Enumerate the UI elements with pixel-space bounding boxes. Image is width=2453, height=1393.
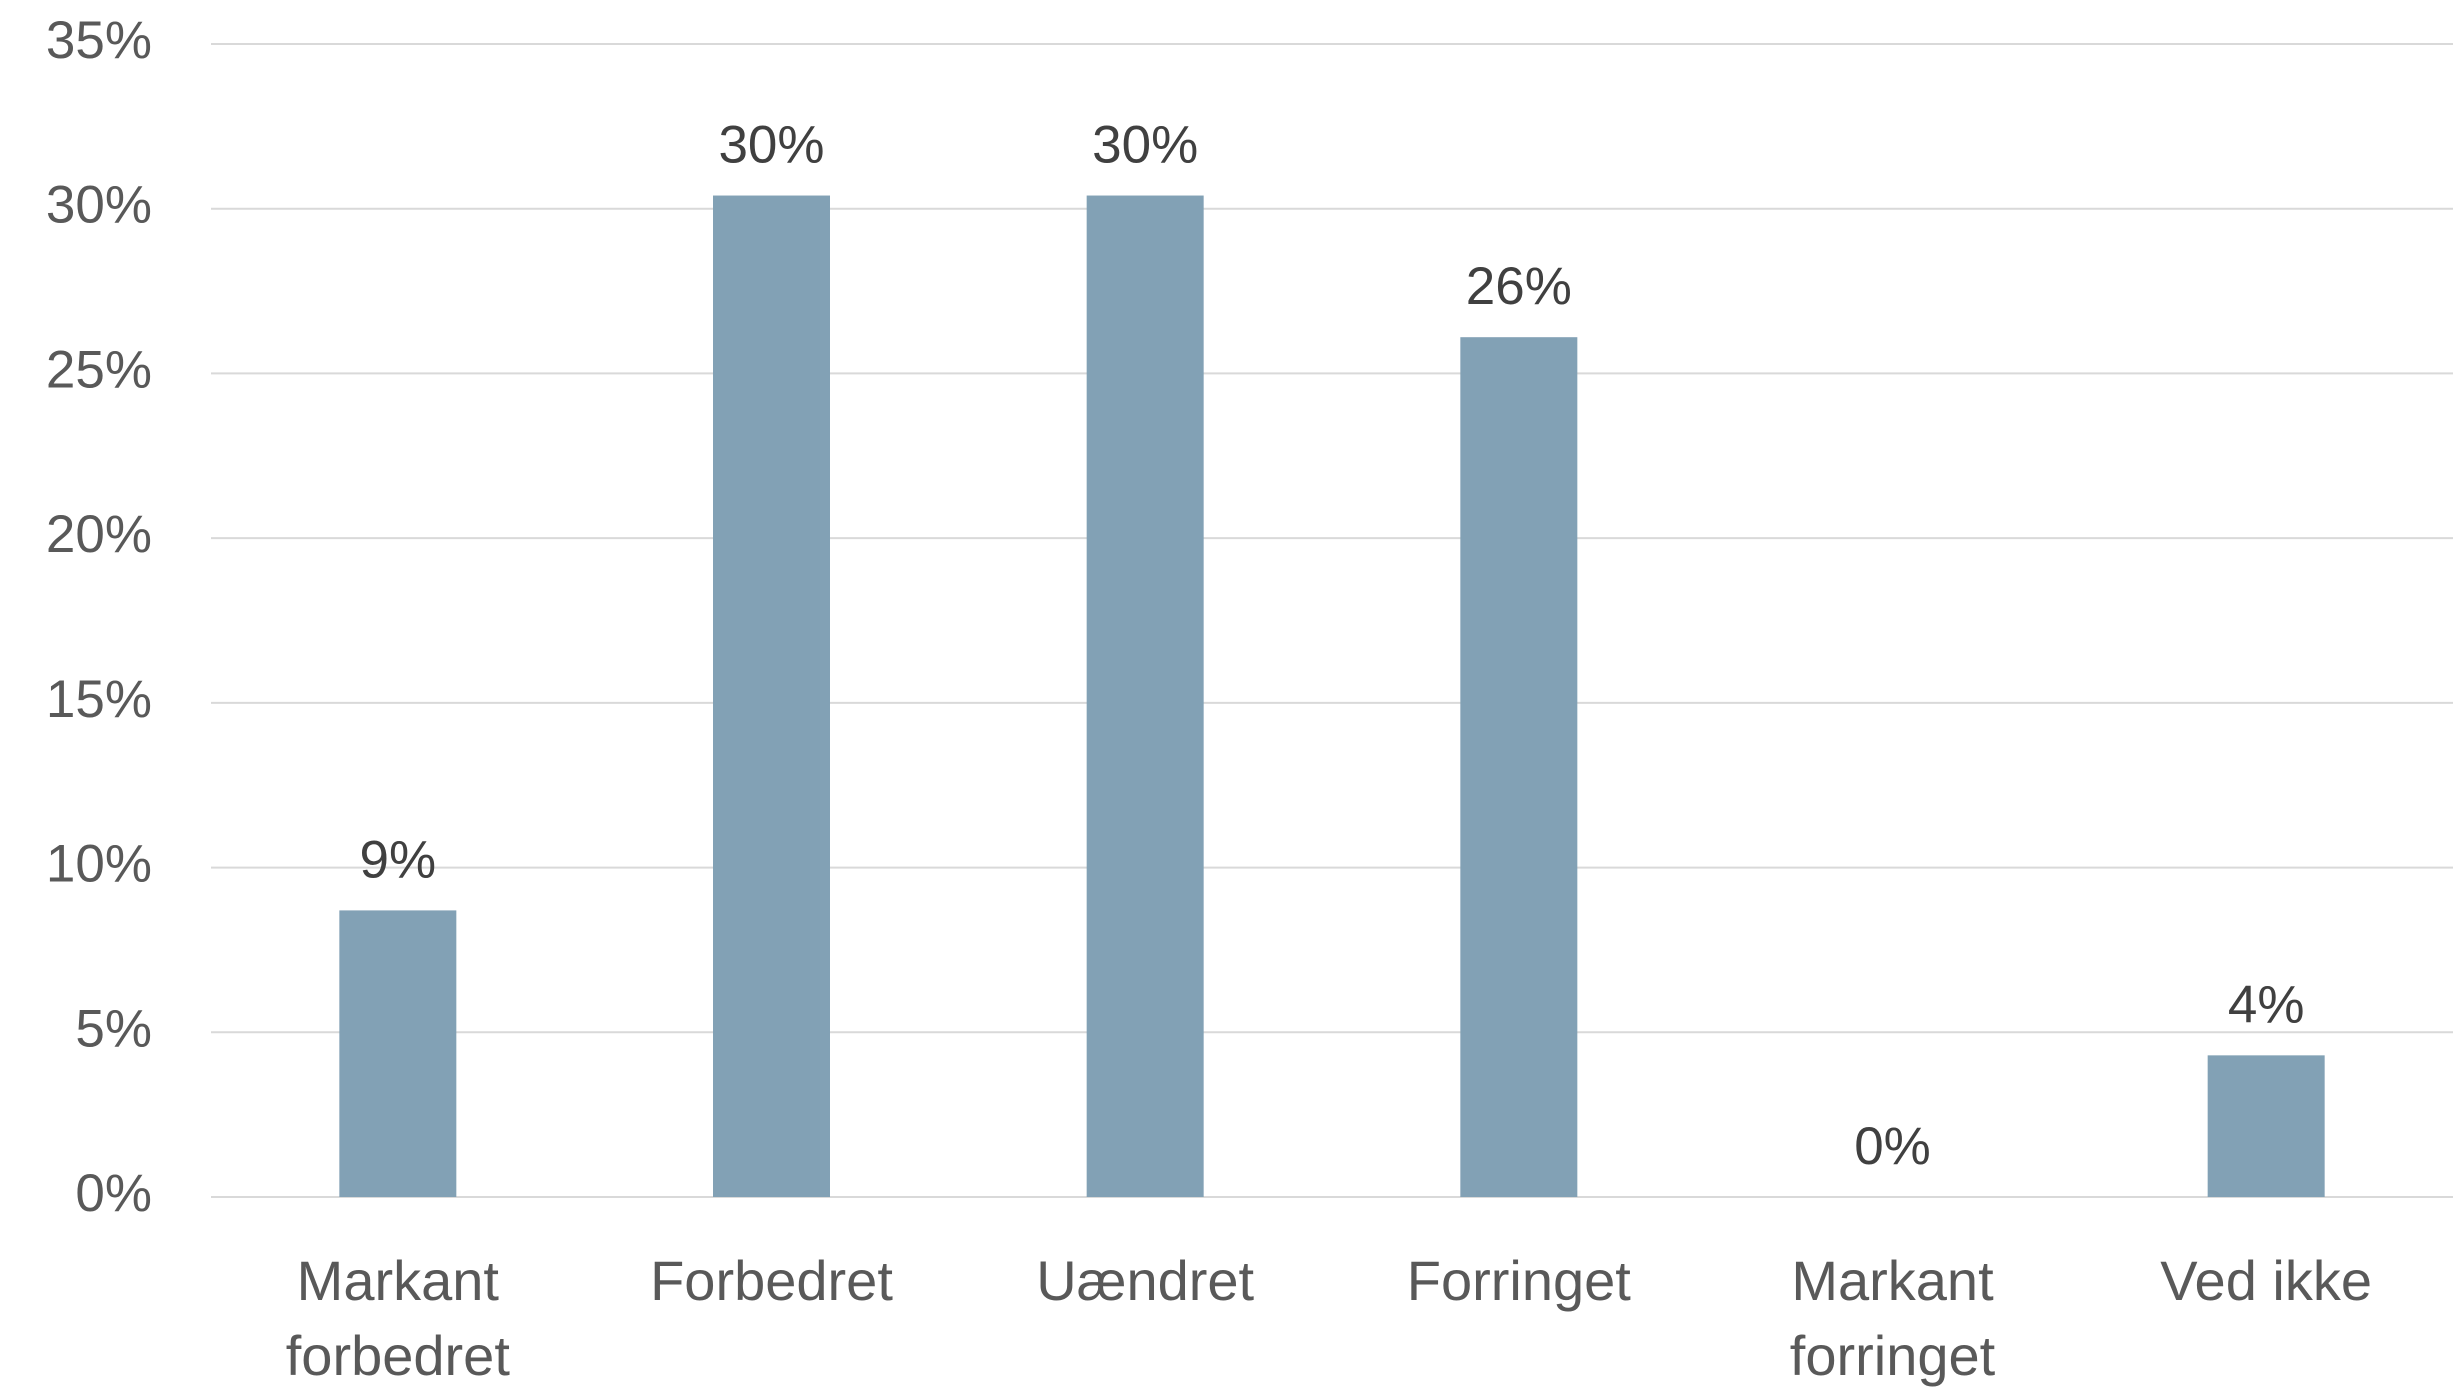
y-tick-label: 0% [75,1164,152,1223]
x-tick-label: Markant forringet [1789,1249,1996,1387]
bar [2207,1055,2325,1197]
data-label: 0% [1854,1117,1931,1176]
data-label: 4% [2228,975,2305,1034]
bar [339,910,457,1197]
y-tick-label: 35% [46,11,152,70]
y-tick-label: 30% [46,176,152,235]
y-tick-label: 10% [46,835,152,894]
x-tick-label: Markant forbedret [285,1249,510,1387]
data-label: 26% [1466,257,1572,316]
y-tick-label: 20% [46,505,152,564]
bar [713,195,830,1198]
data-label: 30% [718,116,824,175]
bar [1086,195,1204,1198]
data-label: 9% [360,830,437,889]
bar [1460,337,1578,1198]
y-tick-label: 25% [46,340,152,399]
x-tick-label: Forringet [1406,1249,1631,1312]
data-label: 30% [1092,116,1198,175]
y-tick-label: 15% [46,670,152,729]
x-tick-label: Ved ikke [2160,1249,2372,1312]
x-tick-label: Uændret [1036,1249,1255,1312]
x-tick-label: Forbedret [650,1249,893,1312]
y-tick-label: 5% [75,999,152,1058]
